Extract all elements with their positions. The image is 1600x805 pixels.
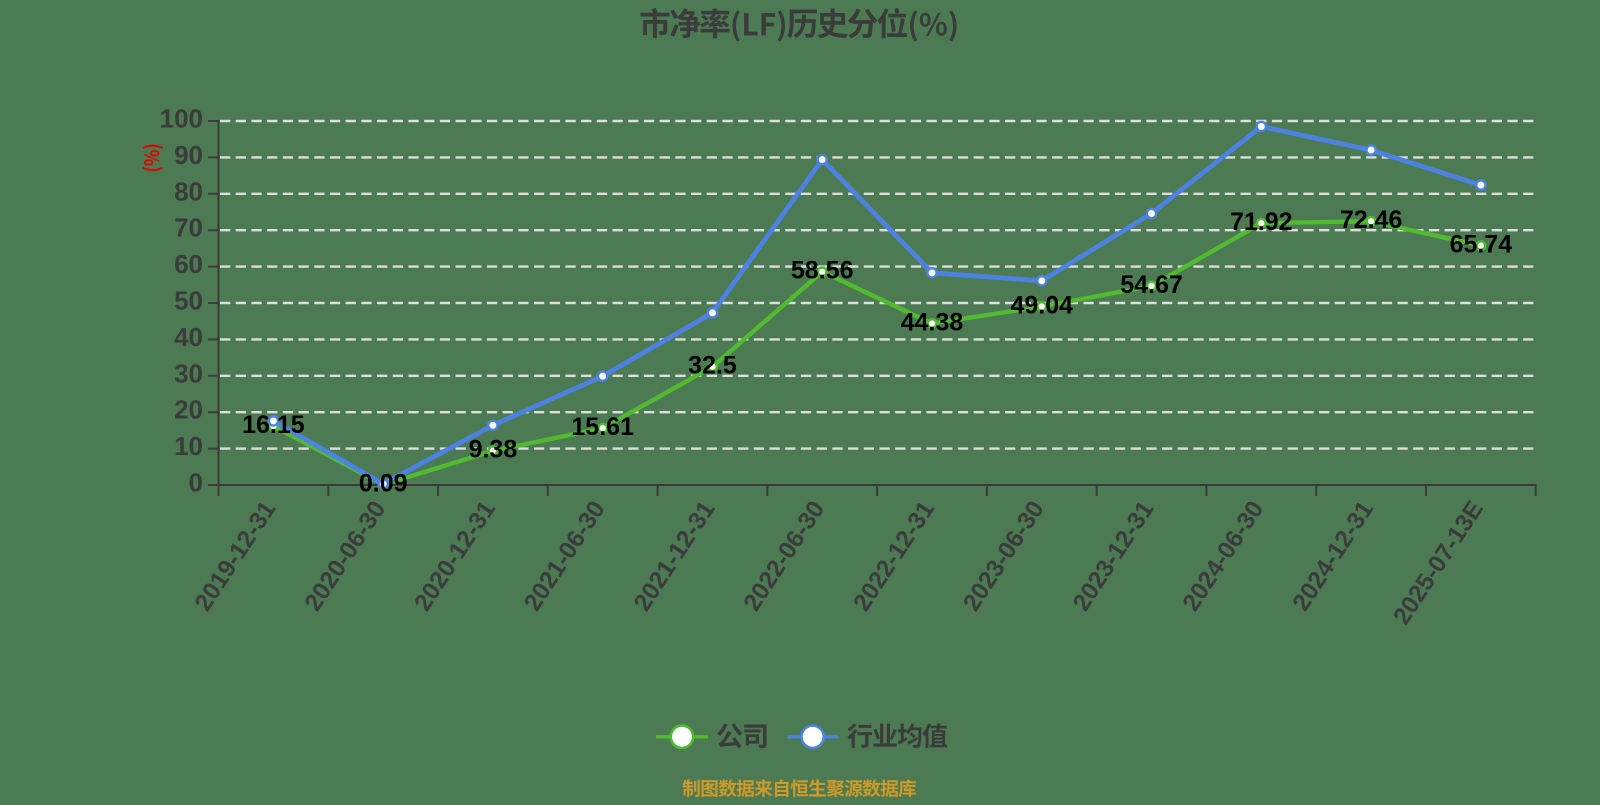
svg-text:0.09: 0.09: [359, 470, 408, 498]
svg-text:40: 40: [174, 322, 203, 352]
svg-text:70: 70: [174, 213, 203, 243]
svg-text:80: 80: [174, 176, 203, 206]
svg-text:44.38: 44.38: [901, 308, 964, 336]
svg-text:50: 50: [174, 286, 203, 316]
svg-text:71.92: 71.92: [1230, 208, 1293, 236]
svg-text:60: 60: [174, 249, 203, 279]
svg-text:9.38: 9.38: [469, 436, 518, 464]
svg-text:72.46: 72.46: [1340, 206, 1403, 234]
svg-text:65.74: 65.74: [1450, 231, 1513, 259]
svg-text:32.5: 32.5: [688, 352, 737, 380]
svg-text:30: 30: [174, 358, 203, 388]
svg-text:20: 20: [174, 395, 203, 425]
svg-text:0: 0: [189, 468, 203, 498]
svg-text:54.67: 54.67: [1120, 271, 1183, 299]
svg-text:10: 10: [174, 431, 203, 461]
svg-text:49.04: 49.04: [1011, 291, 1074, 319]
svg-text:16.15: 16.15: [242, 411, 305, 439]
svg-text:15.61: 15.61: [571, 413, 634, 441]
svg-text:100: 100: [160, 104, 203, 134]
svg-text:58.56: 58.56: [791, 257, 854, 285]
svg-text:90: 90: [174, 140, 203, 170]
